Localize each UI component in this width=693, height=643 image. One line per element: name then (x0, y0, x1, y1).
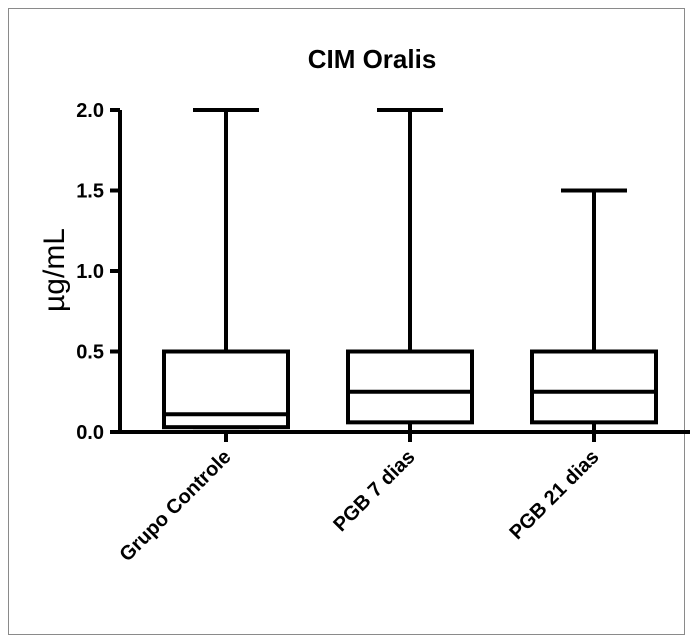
box-3 (530, 188, 658, 434)
y-tick-label: 1.5 (76, 181, 104, 203)
box-2 (346, 108, 474, 434)
x-category-label: PGB 7 dias (329, 446, 419, 536)
x-category-label: PGB 21 dias (505, 446, 603, 544)
boxes-group (162, 108, 658, 434)
y-tick-label: 2.0 (76, 100, 104, 122)
axes: 0.0 0.5 1.0 1.5 2.0 Grupo Controle PGB 7 dias P… (76, 100, 690, 566)
box-1 (162, 108, 290, 430)
iqr-box (530, 349, 658, 425)
y-axis-label: µg/mL (38, 228, 71, 312)
y-tick-label: 0.0 (76, 422, 104, 444)
y-tick-label: 0.5 (76, 342, 104, 364)
chart-title: CIM Oralis (308, 44, 437, 74)
iqr-box (346, 349, 474, 425)
x-category-label: Grupo Controle (115, 446, 235, 566)
y-tick-label: 1.0 (76, 261, 104, 283)
